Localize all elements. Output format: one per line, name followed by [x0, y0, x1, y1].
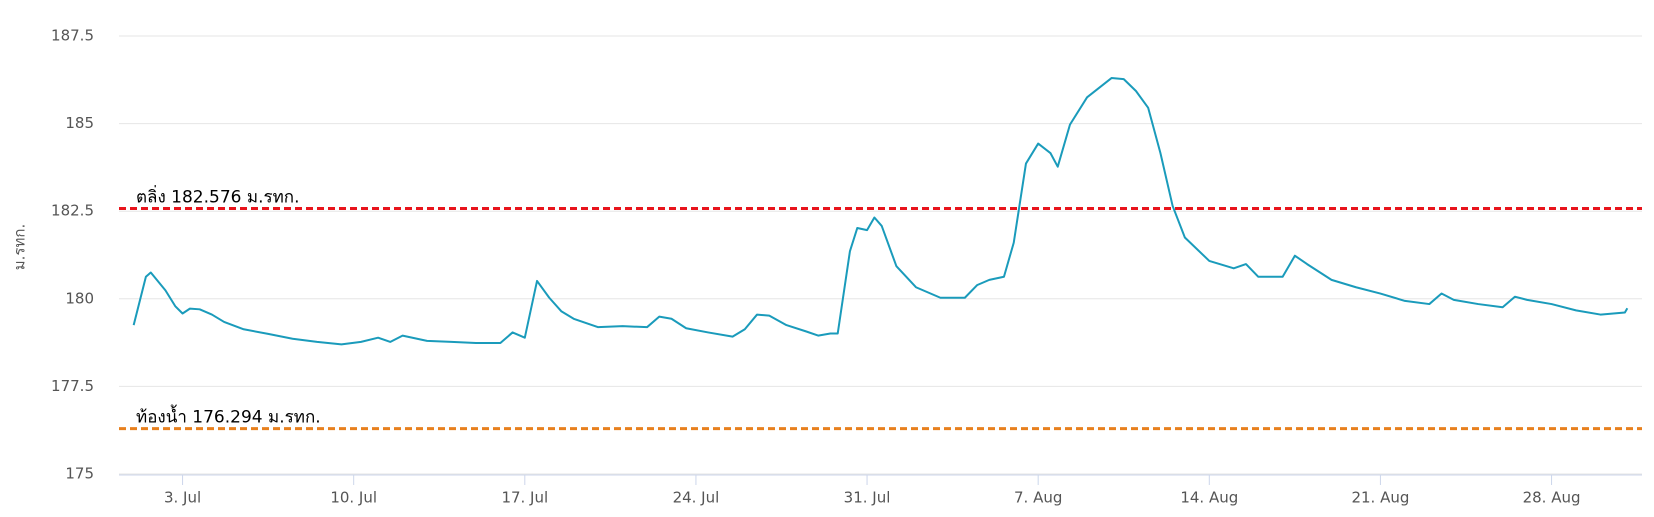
x-tick-label: 7. Aug: [1014, 489, 1062, 507]
x-tick-label: 17. Jul: [501, 489, 548, 507]
x-tick-label: 3. Jul: [164, 489, 201, 507]
x-tick-label: 24. Jul: [673, 489, 720, 507]
y-axis-label: ม.รทก.: [11, 224, 29, 270]
y-tick-label: 180: [65, 289, 94, 307]
x-tick-label: 28. Aug: [1523, 489, 1581, 507]
y-tick-label: 177.5: [51, 377, 94, 395]
x-tick-label: 14. Aug: [1180, 489, 1238, 507]
y-tick-label: 182.5: [51, 202, 94, 220]
x-tick-label: 31. Jul: [844, 489, 891, 507]
y-tick-label: 185: [65, 114, 94, 132]
x-tick-label: 10. Jul: [330, 489, 377, 507]
y-tick-label: 175: [65, 465, 94, 483]
y-tick-label: 187.5: [51, 27, 94, 45]
reference-label: ท้องน้ำ 176.294 ม.รทก.: [136, 405, 321, 428]
reference-label: ตลิ่ง 182.576 ม.รทก.: [136, 185, 300, 208]
data-line: [132, 77, 1629, 346]
x-tick-label: 21. Aug: [1351, 489, 1409, 507]
